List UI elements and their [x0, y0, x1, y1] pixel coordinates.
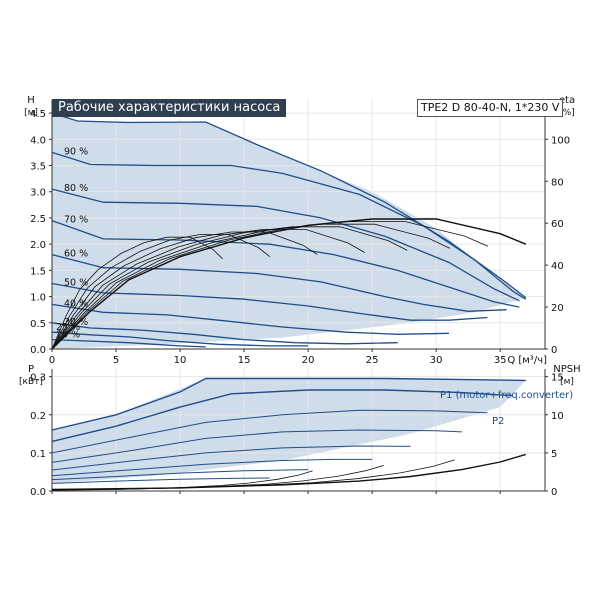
y2-axis-label: eta [559, 95, 575, 106]
power-curve-4 [51, 445, 411, 471]
y-tick-label: 4.5 [30, 109, 46, 120]
power-curve-0 [51, 377, 526, 431]
power-series-label-p1: P1 (motor+freq.converter) [440, 390, 573, 401]
y2-tick-label: 80 [551, 177, 564, 188]
head-curve-6 [51, 303, 450, 335]
y-tick-label: 3.0 [30, 188, 46, 199]
y-tick-label: 0.0 [30, 345, 46, 356]
speed-label: 70 % [64, 215, 88, 226]
head-curve-4 [51, 253, 507, 312]
head-curve-1 [51, 151, 527, 300]
head-curve-2 [51, 188, 520, 302]
y-axis-unit: [м] [24, 108, 38, 118]
y-tick-label: 0.5 [30, 319, 46, 330]
y-tick-label: 2.5 [30, 214, 46, 225]
y-tick-label: 0.3 [30, 373, 46, 384]
efficiency-curve-speed [51, 231, 318, 350]
y2-tick-label: 5 [551, 449, 557, 460]
y2-axis-label: NPSH [553, 364, 580, 375]
y-tick-label: 1.5 [30, 266, 46, 277]
x-tick-label: 15 [238, 355, 251, 366]
y2-axis-unit: [м] [560, 377, 574, 387]
y-axis-label: H [27, 95, 35, 106]
x-axis-label: Q [м³/ч] [507, 355, 547, 366]
y-tick-label: 0.0 [30, 487, 46, 498]
chart-title: Рабочие характеристики насоса [52, 99, 287, 117]
y-axis-label: P [28, 364, 34, 375]
x-tick-label: 20 [302, 355, 315, 366]
speed-label: 40 % [64, 298, 88, 309]
power-curve-5 [51, 458, 373, 477]
y-tick-label: 3.5 [30, 162, 46, 173]
efficiency-curve-speed [51, 226, 408, 350]
speed-label: 90 % [64, 146, 88, 157]
power-curve-2 [51, 409, 488, 454]
y-tick-label: 1.0 [30, 293, 46, 304]
y2-tick-label: 0 [551, 487, 557, 498]
speed-label: 50 % [64, 277, 88, 288]
x-tick-label: 10 [174, 355, 187, 366]
x-tick-label: 0 [49, 355, 55, 366]
y2-axis-unit: [%] [559, 108, 575, 118]
y2-tick-label: 15 [551, 373, 564, 384]
power-series-label-p2: P2 [492, 416, 504, 427]
pump-model-label: TPE2 D 80-40-N, 1*230 V [417, 99, 564, 117]
y2-tick-label: 0 [551, 345, 557, 356]
operating-envelope-0 [52, 113, 526, 349]
head-curve-7 [51, 322, 398, 345]
head-curve-5 [51, 282, 488, 321]
power-curve-3 [51, 429, 462, 463]
x-tick-label: 35 [494, 355, 507, 366]
efficiency-curve-speed [51, 221, 489, 350]
head-curve-8 [51, 331, 309, 347]
y-tick-label: 0.1 [30, 449, 46, 460]
y2-tick-label: 10 [551, 411, 564, 422]
speed-label: 80 % [64, 183, 88, 194]
power-curve-7 [51, 477, 270, 484]
head-curve-9 [51, 338, 206, 348]
speed-label: 20 % [56, 330, 80, 341]
speed-label: 25 % [56, 322, 80, 333]
efficiency-curve-speed [51, 236, 223, 350]
y-tick-label: 2.0 [30, 240, 46, 251]
y2-tick-label: 100 [551, 135, 570, 146]
power-curve-1 [51, 389, 514, 443]
x-tick-label: 5 [113, 355, 119, 366]
y2-tick-label: 20 [551, 303, 564, 314]
npsh-curve-speed [51, 470, 313, 491]
x-tick-label: 30 [430, 355, 443, 366]
speed-label: 60 % [64, 249, 88, 260]
efficiency-curve-speed [51, 223, 451, 350]
power-curve-6 [51, 469, 309, 481]
x-tick-label: 25 [366, 355, 379, 366]
efficiency-curve-speed [51, 229, 365, 350]
head-curve-3 [51, 219, 520, 308]
y-tick-label: 4.0 [30, 135, 46, 146]
y2-tick-label: 40 [551, 261, 564, 272]
efficiency-curve-speed [51, 234, 271, 350]
y-tick-label: 0.2 [30, 411, 46, 422]
efficiency-curve [51, 218, 527, 350]
y-axis-unit: [кВт] [19, 377, 43, 387]
y2-tick-label: 60 [551, 219, 564, 230]
